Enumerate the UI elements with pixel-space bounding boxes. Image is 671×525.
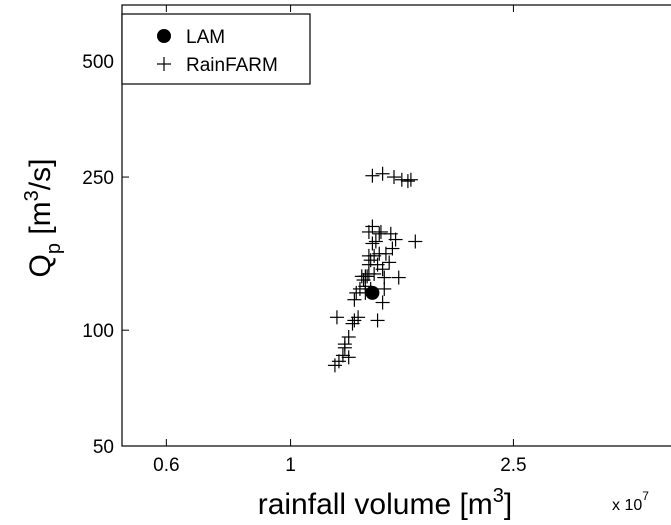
x-tick-label: 2.5 <box>500 455 526 476</box>
rainfarm-point <box>403 172 418 187</box>
y-tick-label: 250 <box>82 168 114 189</box>
rainfarm-point <box>367 266 382 281</box>
rainfarm-point <box>370 313 385 328</box>
y-tick-label: 50 <box>93 437 114 458</box>
legend-lam-marker <box>157 29 171 43</box>
plot-area-frame <box>121 4 671 447</box>
rainfarm-point <box>365 236 380 251</box>
rainfarm-point <box>356 273 371 288</box>
rainfarm-point <box>375 166 390 181</box>
rainfarm-point <box>382 255 397 270</box>
rainfarm-point <box>335 348 350 363</box>
legend-rainfarm-marker <box>157 57 171 71</box>
y-tick-label: 500 <box>82 52 114 73</box>
rainfarm-point <box>368 234 383 249</box>
rainfarm-point <box>347 313 362 328</box>
rainfarm-point <box>373 224 388 239</box>
rainfarm-point <box>347 292 362 307</box>
rainfarm-point <box>341 329 356 344</box>
points-layer <box>327 166 423 373</box>
lam-point <box>365 285 380 300</box>
rainfarm-point <box>383 226 398 241</box>
y-axis-title: Qp [m3/s] <box>21 159 65 278</box>
rainfarm-point <box>400 174 415 189</box>
y-tick-label: 100 <box>82 321 114 342</box>
rainfarm-point <box>337 337 352 352</box>
rainfarm-point <box>391 270 406 285</box>
x-axis-multiplier: x 107 <box>612 489 649 514</box>
x-axis-title: rainfall volume [m3] <box>258 485 513 521</box>
rainfarm-point <box>345 316 360 331</box>
rainfarm-point <box>365 168 380 183</box>
rainfarm-point <box>375 295 390 310</box>
ticks-layer: 0.612.5550100250500 <box>82 5 527 476</box>
rainfarm-point <box>377 281 392 296</box>
rainfarm-point <box>378 246 393 261</box>
rainfarm-point <box>329 310 344 325</box>
rainfarm-point <box>331 354 346 369</box>
rainfarm-point <box>408 234 423 249</box>
rainfarm-point <box>375 262 390 277</box>
legend: LAM RainFARM <box>121 13 311 85</box>
legend-box <box>121 13 311 85</box>
x-tick-label: 1 <box>285 455 296 476</box>
x-tick-label: 0.6 <box>153 455 179 476</box>
rainfarm-point <box>341 350 356 365</box>
rainfarm-point <box>387 170 402 185</box>
rainfarm-point <box>361 224 376 239</box>
rainfarm-point <box>365 219 380 234</box>
legend-rainfarm-label: RainFARM <box>186 55 278 76</box>
rainfarm-point <box>351 310 366 325</box>
rainfarm-point <box>360 269 375 284</box>
legend-lam-label: LAM <box>186 27 225 48</box>
